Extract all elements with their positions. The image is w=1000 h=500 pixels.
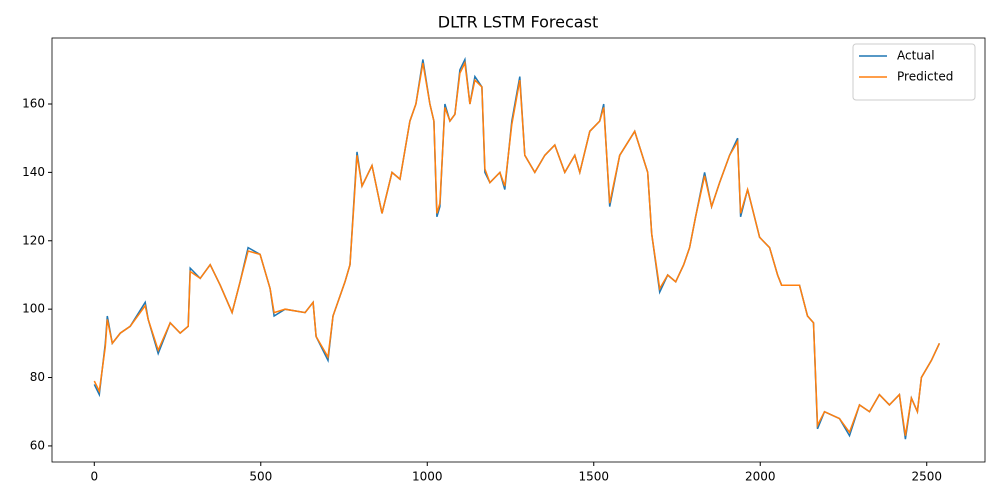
x-tick-label: 2000 — [745, 470, 776, 484]
y-tick-label: 120 — [22, 233, 45, 247]
y-tick-label: 100 — [22, 302, 45, 316]
legend-label: Predicted — [897, 70, 953, 84]
y-tick-label: 80 — [30, 370, 45, 384]
x-tick-label: 0 — [90, 470, 98, 484]
x-tick-label: 1000 — [412, 470, 443, 484]
chart-title: DLTR LSTM Forecast — [438, 13, 598, 32]
y-tick-label: 140 — [22, 165, 45, 179]
x-tick-label: 1500 — [578, 470, 609, 484]
y-tick-label: 60 — [30, 438, 45, 452]
y-tick-label: 160 — [22, 96, 45, 110]
legend: Actual Predicted — [852, 43, 976, 101]
x-tick-label: 2500 — [911, 470, 942, 484]
plot-area — [51, 37, 986, 463]
legend-box — [852, 43, 976, 101]
legend-label: Actual — [897, 49, 935, 63]
line-series — [93, 60, 941, 436]
x-tick-label: 500 — [249, 470, 272, 484]
line-series — [93, 56, 941, 440]
